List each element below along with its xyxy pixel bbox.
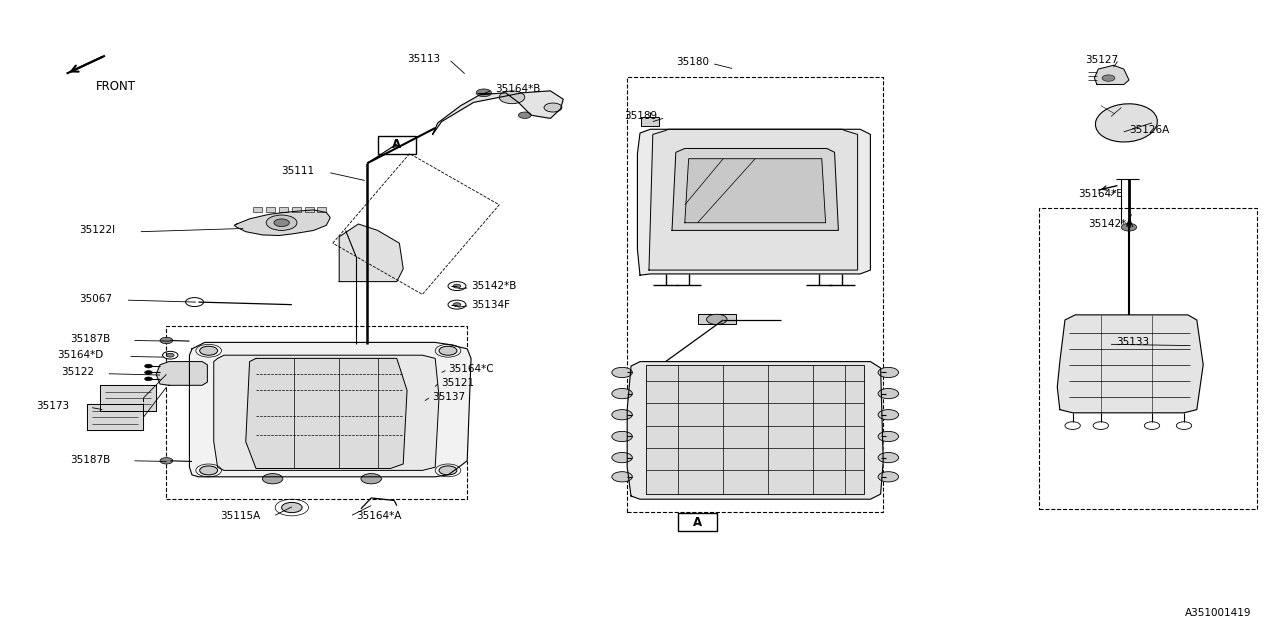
Text: FRONT: FRONT xyxy=(96,80,136,93)
Polygon shape xyxy=(672,148,838,230)
Text: 35137: 35137 xyxy=(433,392,466,402)
Text: 35142*B: 35142*B xyxy=(471,281,516,291)
Circle shape xyxy=(1102,75,1115,81)
Polygon shape xyxy=(433,91,563,134)
Circle shape xyxy=(145,377,152,381)
Polygon shape xyxy=(100,385,156,411)
Text: 35142*A: 35142*A xyxy=(1088,219,1133,229)
Circle shape xyxy=(518,112,531,118)
Text: A: A xyxy=(392,138,402,151)
Polygon shape xyxy=(1057,315,1203,413)
Circle shape xyxy=(612,388,632,399)
Circle shape xyxy=(499,91,525,104)
Text: 35115A: 35115A xyxy=(220,511,260,522)
Circle shape xyxy=(612,410,632,420)
Text: 35113: 35113 xyxy=(407,54,440,64)
Bar xyxy=(317,207,326,212)
Bar xyxy=(166,326,467,499)
Text: 35187B: 35187B xyxy=(70,334,110,344)
Bar xyxy=(305,207,314,212)
Text: 35180: 35180 xyxy=(676,57,709,67)
Bar xyxy=(279,207,288,212)
Polygon shape xyxy=(637,129,870,275)
Polygon shape xyxy=(214,355,439,470)
Circle shape xyxy=(707,314,727,324)
Circle shape xyxy=(878,367,899,378)
Text: 35134F: 35134F xyxy=(471,300,509,310)
Text: 35111: 35111 xyxy=(282,166,315,176)
Bar xyxy=(627,77,883,512)
Text: 35164*D: 35164*D xyxy=(58,350,104,360)
Circle shape xyxy=(878,388,899,399)
Circle shape xyxy=(453,284,461,288)
Circle shape xyxy=(200,466,218,475)
Polygon shape xyxy=(156,362,207,385)
Polygon shape xyxy=(646,365,864,494)
Circle shape xyxy=(200,346,218,355)
Text: 35122I: 35122I xyxy=(79,225,115,236)
Polygon shape xyxy=(685,159,826,223)
Circle shape xyxy=(160,458,173,464)
Polygon shape xyxy=(649,129,858,270)
Ellipse shape xyxy=(1096,104,1157,142)
Bar xyxy=(641,117,659,126)
Text: 35164*E: 35164*E xyxy=(1078,189,1123,199)
Text: 35126A: 35126A xyxy=(1129,125,1169,135)
Circle shape xyxy=(612,431,632,442)
Circle shape xyxy=(262,474,283,484)
Circle shape xyxy=(160,337,173,344)
Circle shape xyxy=(282,502,302,513)
Bar xyxy=(1039,208,1257,509)
Text: 35164*A: 35164*A xyxy=(356,511,401,522)
Text: 35122: 35122 xyxy=(61,367,95,378)
Text: 35164*B: 35164*B xyxy=(495,84,540,94)
Circle shape xyxy=(439,466,457,475)
Bar xyxy=(292,207,301,212)
Circle shape xyxy=(266,215,297,230)
Bar xyxy=(266,207,275,212)
Circle shape xyxy=(878,452,899,463)
Polygon shape xyxy=(234,210,330,236)
Text: 35067: 35067 xyxy=(79,294,113,304)
Polygon shape xyxy=(246,358,407,468)
Circle shape xyxy=(145,364,152,368)
Text: A351001419: A351001419 xyxy=(1185,608,1252,618)
Circle shape xyxy=(1121,223,1137,231)
Bar xyxy=(378,136,416,154)
Circle shape xyxy=(612,452,632,463)
Text: 35127: 35127 xyxy=(1085,54,1119,65)
Circle shape xyxy=(166,353,174,357)
Text: 35121: 35121 xyxy=(442,378,475,388)
Text: 35187B: 35187B xyxy=(70,454,110,465)
Polygon shape xyxy=(627,362,883,499)
Circle shape xyxy=(453,303,461,307)
Circle shape xyxy=(878,410,899,420)
Polygon shape xyxy=(1094,65,1129,84)
Polygon shape xyxy=(339,224,403,282)
Circle shape xyxy=(544,103,562,112)
Text: A: A xyxy=(692,516,703,529)
Circle shape xyxy=(476,89,492,97)
Bar xyxy=(678,513,717,531)
Circle shape xyxy=(274,219,289,227)
Polygon shape xyxy=(87,404,143,430)
Text: 35173: 35173 xyxy=(36,401,69,412)
Text: 35164*C: 35164*C xyxy=(448,364,494,374)
Circle shape xyxy=(439,346,457,355)
Text: 35133: 35133 xyxy=(1116,337,1149,348)
Circle shape xyxy=(145,371,152,374)
Bar xyxy=(253,207,262,212)
Circle shape xyxy=(612,472,632,482)
Circle shape xyxy=(878,431,899,442)
Text: 35189: 35189 xyxy=(625,111,658,122)
Circle shape xyxy=(361,474,381,484)
Polygon shape xyxy=(189,342,471,477)
Circle shape xyxy=(878,472,899,482)
Circle shape xyxy=(612,367,632,378)
Bar xyxy=(698,314,736,324)
